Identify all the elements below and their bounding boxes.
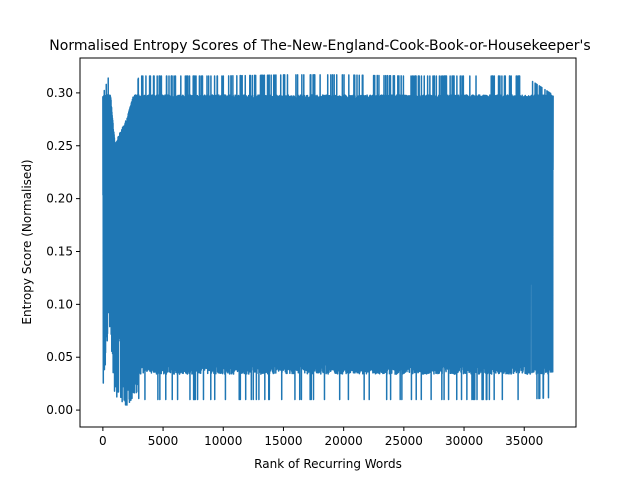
x-tick-label: 25000 — [385, 434, 423, 448]
x-tick-label: 20000 — [325, 434, 363, 448]
x-axis: 0 5000 10000 15000 20000 25000 30000 35000 — [99, 427, 543, 448]
plot-frame — [79, 57, 577, 428]
y-tick-label: 0.25 — [46, 139, 73, 153]
y-axis: 0.00 0.05 0.10 0.15 0.20 0.25 0.30 — [46, 86, 80, 417]
y-tick-label: 0.05 — [46, 350, 73, 364]
y-tick-label: 0.00 — [46, 403, 73, 417]
x-tick-label: 30000 — [445, 434, 483, 448]
y-tick-label: 0.20 — [46, 192, 73, 206]
y-tick-label: 0.30 — [46, 86, 73, 100]
chart-title: Normalised Entropy Scores of The-New-Eng… — [49, 38, 590, 54]
entropy-series-line — [102, 74, 554, 406]
x-tick-label: 0 — [99, 434, 107, 448]
series-layer — [102, 74, 554, 406]
x-tick-label: 5000 — [148, 434, 179, 448]
y-tick-label: 0.10 — [46, 297, 73, 311]
x-tick-label: 10000 — [204, 434, 242, 448]
x-tick-label: 35000 — [505, 434, 543, 448]
x-axis-label: Rank of Recurring Words — [254, 457, 402, 471]
y-axis-label: Entropy Score (Normalised) — [20, 159, 34, 324]
y-tick-label: 0.15 — [46, 244, 73, 258]
x-tick-label: 15000 — [264, 434, 302, 448]
